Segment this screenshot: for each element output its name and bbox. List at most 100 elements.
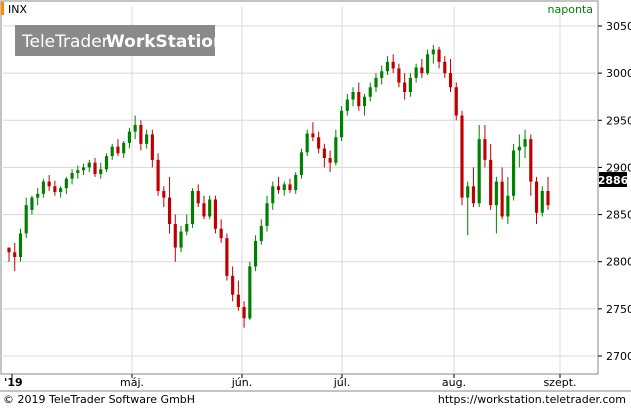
candle: [288, 178, 292, 193]
candle: [420, 59, 424, 78]
candle-body: [403, 82, 407, 92]
candle: [460, 110, 464, 206]
candle: [431, 44, 435, 64]
candle-body: [190, 191, 195, 224]
candle: [529, 134, 533, 196]
candle-body: [500, 181, 504, 217]
candle: [339, 106, 344, 142]
candle-body: [357, 92, 361, 107]
candle-body: [110, 146, 114, 157]
y-tick-label: 2750: [606, 303, 631, 316]
candle: [231, 266, 235, 302]
symbol-label: INX: [8, 3, 27, 16]
last-value-badge: 2886: [598, 172, 629, 187]
candle: [523, 129, 527, 158]
candle: [276, 176, 281, 194]
y-tick-label: 2700: [606, 350, 631, 363]
y-axis: 2700 2750 2800 2850 2900 2950 3000 3050: [598, 20, 631, 363]
candle-body: [408, 77, 412, 92]
candle-body: [24, 205, 28, 234]
candle-body: [122, 142, 126, 154]
candle-body: [116, 146, 120, 154]
candle-body: [36, 193, 40, 198]
candle: [139, 120, 143, 151]
y-tick-label: 2900: [606, 161, 631, 174]
candle-body: [494, 181, 498, 206]
candle: [225, 233, 229, 281]
candle-body: [443, 61, 447, 74]
candle: [454, 82, 458, 121]
candle-body: [517, 146, 521, 151]
candle: [36, 188, 40, 206]
candle-body: [311, 133, 315, 138]
candle-body: [265, 203, 269, 226]
candle-body: [414, 67, 418, 78]
candle: [437, 46, 441, 69]
candle-body: [219, 228, 223, 239]
candle: [265, 195, 269, 232]
candle-body: [523, 139, 527, 147]
candle: [110, 143, 114, 160]
candle-body: [47, 181, 51, 187]
candle: [380, 65, 384, 85]
candle: [208, 195, 212, 220]
candle-body: [431, 49, 435, 55]
candle: [334, 129, 338, 166]
logo-text-workstation: WorkStation: [106, 32, 225, 52]
candle-body: [374, 77, 378, 88]
candle: [328, 150, 332, 173]
candle: [357, 82, 361, 111]
candle-body: [529, 139, 533, 182]
candle: [299, 148, 304, 179]
candle: [156, 153, 160, 196]
copyright-text: © 2019 TeleTrader Software GmbH: [3, 393, 195, 406]
candle: [500, 167, 504, 220]
x-tick-label: júl.: [333, 376, 351, 389]
candle-body: [271, 186, 275, 204]
x-tick-label: szept.: [543, 376, 576, 389]
candle: [185, 214, 189, 236]
candle-body: [196, 191, 200, 204]
candle-body: [448, 73, 453, 88]
candle-body: [299, 152, 304, 175]
candle: [13, 242, 17, 272]
candle-body: [362, 96, 367, 107]
candle: [466, 181, 470, 236]
x-tick-label: máj.: [120, 376, 144, 389]
candle-body: [489, 159, 493, 206]
candle-body: [391, 61, 395, 69]
candle-body: [322, 148, 326, 158]
candle-body: [173, 224, 177, 248]
website-link[interactable]: https://workstation.teletrader.com: [438, 393, 626, 406]
candle: [374, 73, 378, 92]
candle-body: [139, 125, 143, 144]
candle: [7, 247, 11, 262]
candle: [408, 73, 412, 97]
candle: [253, 235, 258, 272]
candle-body: [512, 150, 516, 196]
candle: [471, 167, 476, 208]
candle-body: [7, 247, 11, 253]
candle: [167, 176, 172, 234]
candle: [18, 228, 23, 262]
candle: [127, 127, 131, 149]
candle-body: [282, 184, 286, 191]
candle: [517, 134, 521, 168]
candle-body: [167, 197, 172, 224]
candle: [47, 174, 51, 191]
candle-body: [506, 195, 510, 217]
candle-body: [368, 87, 372, 97]
candle: [99, 162, 103, 179]
candle-body: [466, 186, 470, 198]
candle: [362, 93, 367, 116]
candle: [236, 280, 240, 311]
candle-body: [276, 186, 281, 191]
candle: [202, 195, 206, 220]
candle: [116, 139, 120, 157]
candle-body: [385, 61, 390, 72]
teletrader-workstation-logo: TeleTrader WorkStation: [15, 25, 225, 56]
candle: [41, 178, 45, 198]
candle-body: [213, 199, 218, 229]
candle: [483, 125, 487, 168]
